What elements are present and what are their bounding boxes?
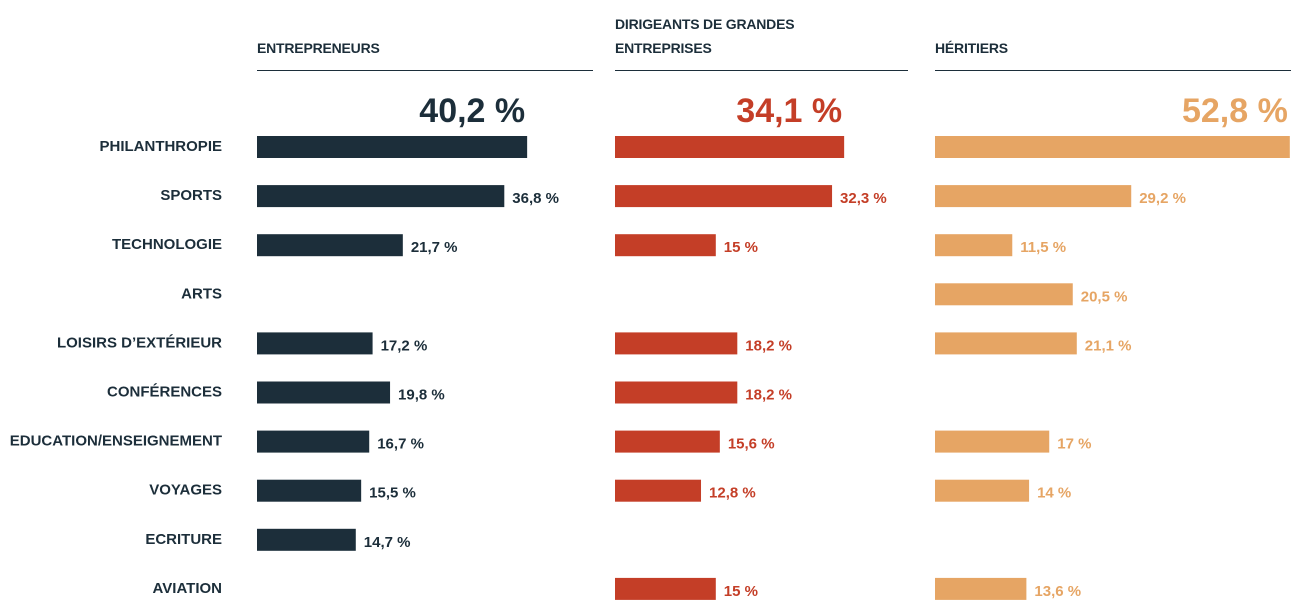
- value-label: 18,2 %: [745, 337, 792, 354]
- bar: [935, 136, 1290, 158]
- value-label: 32,3 %: [840, 190, 887, 207]
- bar: [615, 136, 845, 158]
- category-label: AVIATION: [153, 580, 222, 597]
- bar: [257, 136, 528, 158]
- value-label: 15 %: [724, 239, 758, 256]
- bar: [257, 381, 391, 404]
- value-label-headline: 52,8 %: [1182, 92, 1288, 130]
- panel-title: ENTREPRENEURS: [257, 40, 380, 56]
- category-label: ECRITURE: [145, 531, 222, 548]
- bar: [935, 234, 1013, 257]
- value-label: 21,7 %: [411, 239, 458, 256]
- bar: [257, 234, 403, 257]
- value-label: 20,5 %: [1081, 288, 1128, 305]
- bar: [935, 577, 1027, 600]
- bar: [615, 185, 833, 208]
- value-label: 18,2 %: [745, 386, 792, 403]
- panel-title: DIRIGEANTS DE GRANDES ENTREPRISES: [615, 16, 795, 56]
- category-label: CONFÉRENCES: [107, 383, 222, 400]
- bar: [257, 185, 505, 208]
- value-label: 15 %: [724, 583, 758, 600]
- bar: [615, 381, 738, 404]
- value-label: 17,2 %: [381, 337, 428, 354]
- value-label: 12,8 %: [709, 485, 756, 502]
- value-label: 16,7 %: [377, 436, 424, 453]
- value-label-headline: 40,2 %: [419, 92, 525, 130]
- value-label: 15,5 %: [369, 485, 416, 502]
- bar: [935, 185, 1132, 208]
- value-label: 29,2 %: [1139, 190, 1186, 207]
- bar: [257, 430, 370, 453]
- value-label: 13,6 %: [1034, 583, 1081, 600]
- bar: [615, 234, 716, 257]
- bar: [615, 430, 720, 453]
- category-label: ARTS: [181, 285, 222, 302]
- bar: [615, 332, 738, 355]
- bar: [935, 332, 1077, 355]
- value-label: 14 %: [1037, 485, 1071, 502]
- value-label: 15,6 %: [728, 436, 775, 453]
- bar: [615, 577, 716, 600]
- category-label: LOISIRS D’EXTÉRIEUR: [57, 334, 222, 351]
- category-label: PHILANTHROPIE: [99, 138, 222, 155]
- bar: [935, 283, 1073, 306]
- value-label: 19,8 %: [398, 386, 445, 403]
- category-label: TECHNOLOGIE: [112, 236, 222, 253]
- value-label: 36,8 %: [512, 190, 559, 207]
- bar: [935, 430, 1050, 453]
- value-label-headline: 34,1 %: [736, 92, 842, 130]
- value-label: 21,1 %: [1085, 337, 1132, 354]
- category-label: VOYAGES: [149, 482, 222, 499]
- value-label: 17 %: [1057, 436, 1091, 453]
- bar: [615, 479, 702, 502]
- category-label: SPORTS: [160, 187, 222, 204]
- category-label: EDUCATION/ENSEIGNEMENT: [10, 433, 222, 450]
- value-label: 14,7 %: [364, 534, 411, 551]
- bar: [935, 479, 1030, 502]
- bar: [257, 479, 362, 502]
- bar: [257, 332, 373, 355]
- value-label: 11,5 %: [1020, 239, 1066, 256]
- panel-title: HÉRITIERS: [935, 40, 1008, 56]
- bar: [257, 528, 356, 551]
